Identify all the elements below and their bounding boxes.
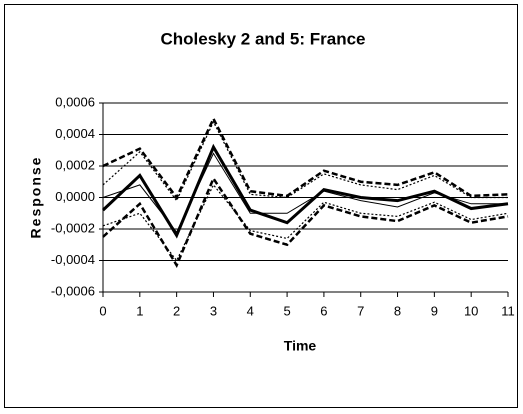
x-tick-label: 7 <box>357 303 364 318</box>
chart-frame <box>4 4 518 408</box>
x-tick-label: 9 <box>431 303 438 318</box>
x-tick-label: 4 <box>247 303 254 318</box>
series-line <box>102 175 509 268</box>
x-tick-label: 2 <box>173 303 180 318</box>
x-tick-label: 5 <box>283 303 290 318</box>
y-tick-label: 0,0006 <box>55 94 95 109</box>
series-line <box>101 143 509 239</box>
y-tick-label: 0,0002 <box>55 157 95 172</box>
x-tick-label: 10 <box>464 303 478 318</box>
x-tick-label: 11 <box>501 303 515 318</box>
x-tick-label: 8 <box>394 303 401 318</box>
y-tick-label: 0,0000 <box>55 189 95 204</box>
series-line <box>102 115 509 200</box>
x-axis-title: Time <box>284 338 317 354</box>
x-tick-label: 3 <box>210 303 217 318</box>
y-tick-label: -0,0004 <box>51 252 95 267</box>
series-line <box>102 183 509 262</box>
y-tick-label: -0,0002 <box>51 220 95 235</box>
y-axis-title: Response <box>28 156 44 239</box>
x-tick-label: 1 <box>136 303 143 318</box>
y-tick-label: -0,0006 <box>51 283 95 298</box>
chart-title: Cholesky 2 and 5: France <box>160 29 365 48</box>
x-tick-label: 6 <box>320 303 327 318</box>
series-line <box>102 152 508 234</box>
x-tick-label: 0 <box>99 303 106 318</box>
series-line <box>102 120 508 202</box>
y-tick-label: 0,0004 <box>55 126 95 141</box>
